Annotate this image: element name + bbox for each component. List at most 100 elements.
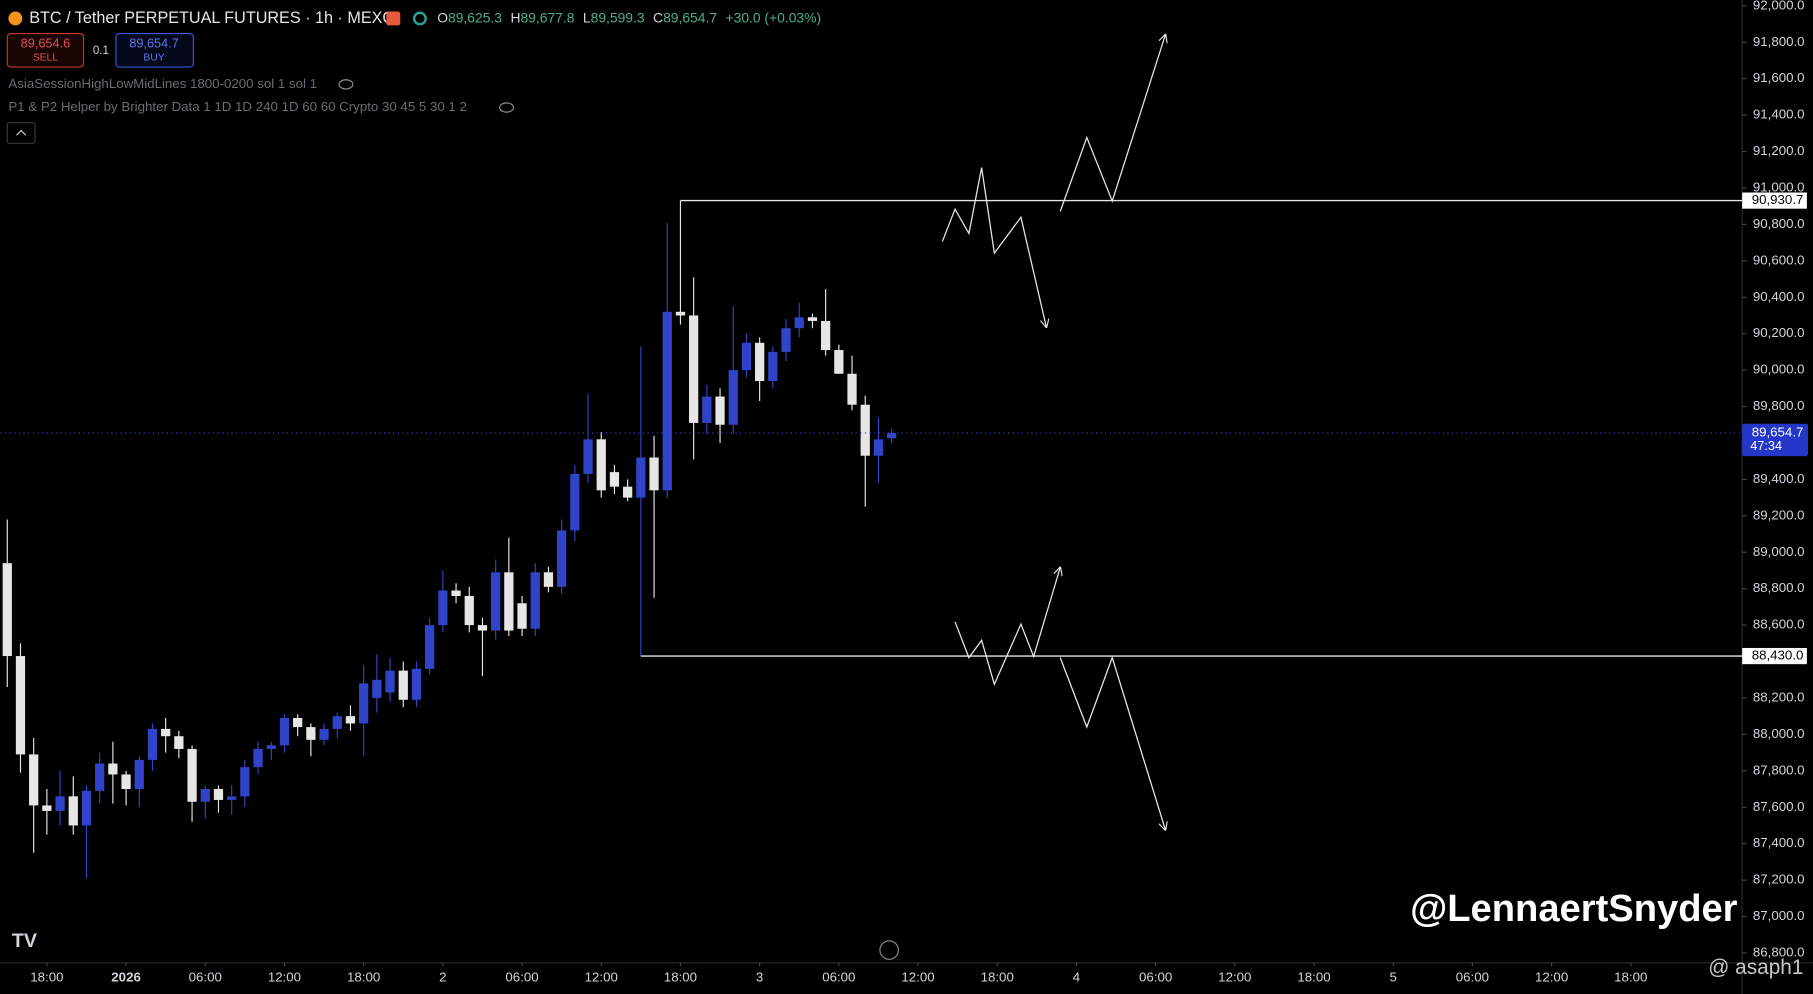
- projection-path: [954, 568, 1060, 687]
- candle-body: [794, 317, 804, 329]
- candle-body: [464, 595, 474, 626]
- visibility-icon[interactable]: [499, 102, 515, 113]
- y-tick-label: 91,200.0: [1753, 143, 1805, 158]
- candle-body: [266, 745, 276, 749]
- candle-body: [860, 404, 870, 456]
- candle-body: [438, 590, 448, 626]
- ohlc-key: L: [583, 9, 591, 25]
- candle-body: [29, 754, 39, 806]
- y-tick-label: 90,200.0: [1753, 325, 1805, 340]
- candle-body: [240, 767, 250, 797]
- buy-button[interactable]: [115, 32, 194, 68]
- candle-body: [675, 311, 686, 316]
- candle-body: [623, 486, 633, 498]
- sell-price: 89,654.6: [21, 35, 70, 50]
- level-label: 90,930.7: [1752, 192, 1804, 207]
- visibility-icon[interactable]: [338, 79, 354, 90]
- candle-body: [570, 473, 580, 531]
- ohlc-key: O: [437, 9, 448, 25]
- y-tick-label: 87,000.0: [1753, 908, 1805, 923]
- candle-body: [768, 351, 778, 382]
- x-tick-label: 18:00: [347, 969, 380, 984]
- level-label: 88,430.0: [1752, 648, 1804, 663]
- candle-body: [807, 317, 818, 321]
- footer-mark: @ asaph1: [1708, 956, 1803, 979]
- candle-body: [121, 774, 131, 790]
- candle-body: [147, 728, 158, 760]
- candle-body: [821, 320, 831, 351]
- ohlc-key: H: [510, 9, 520, 25]
- y-tick-label: 90,400.0: [1753, 289, 1805, 304]
- candle-body: [781, 328, 791, 352]
- candle-body: [319, 728, 329, 740]
- candle-body: [227, 796, 237, 800]
- symbol-title[interactable]: BTC / Tether PERPETUAL FUTURES · 1h · ME…: [29, 9, 394, 27]
- x-tick-label: 4: [1073, 969, 1080, 984]
- candle-body: [504, 572, 514, 631]
- candle-body: [557, 530, 567, 587]
- candle-body: [596, 439, 606, 491]
- candle-body: [609, 472, 620, 487]
- x-tick-label: 12:00: [585, 969, 618, 984]
- candle-body: [662, 311, 672, 491]
- candle-body: [134, 759, 144, 790]
- candle-body: [398, 670, 408, 700]
- x-tick-label: 5: [1390, 969, 1397, 984]
- status-dot: [412, 11, 427, 26]
- y-tick-label: 88,200.0: [1753, 689, 1805, 704]
- ohlc-legend: O89,625.3 H89,677.8 L89,599.3 C89,654.7 …: [437, 9, 821, 25]
- candle-body: [15, 656, 26, 755]
- candle-body: [95, 763, 105, 791]
- projection-path: [1059, 35, 1165, 212]
- ohlc-value: 89,677.8: [520, 9, 574, 25]
- y-tick-label: 87,200.0: [1753, 872, 1805, 887]
- candle-body: [728, 370, 738, 425]
- indicator-label[interactable]: AsiaSessionHighLowMidLines 1800-0200 sol…: [8, 76, 317, 91]
- candle-body: [689, 315, 699, 423]
- symbol-icon[interactable]: [8, 11, 23, 26]
- x-tick-label: 18:00: [981, 969, 1014, 984]
- sell-button[interactable]: [6, 32, 85, 68]
- x-tick-label: 06:00: [822, 969, 855, 984]
- candle-body: [411, 668, 422, 700]
- candle-body: [873, 439, 884, 456]
- candle-body: [477, 625, 488, 631]
- flag-icon[interactable]: [386, 11, 401, 26]
- collapse-button[interactable]: [6, 121, 36, 144]
- watermark: @LennaertSnyder: [1410, 887, 1738, 930]
- candle-body: [847, 373, 857, 405]
- candle-body: [649, 457, 659, 491]
- buy-label: BUY: [143, 53, 164, 64]
- sell-label: SELL: [33, 53, 59, 64]
- candle-body: [345, 716, 356, 724]
- candle-body: [715, 396, 725, 425]
- tv-logo[interactable]: TV: [12, 930, 37, 952]
- x-tick-label: 06:00: [1139, 969, 1172, 984]
- y-tick-label: 89,800.0: [1753, 398, 1805, 413]
- candle-body: [187, 748, 197, 802]
- x-tick-label: 2: [439, 969, 446, 984]
- x-tick-label: 18:00: [30, 969, 63, 984]
- ohlc-key: C: [653, 9, 663, 25]
- last-price-box: [1742, 423, 1809, 457]
- x-tick-label: 18:00: [1614, 969, 1647, 984]
- y-tick-label: 91,000.0: [1753, 179, 1805, 194]
- candle-body: [174, 736, 184, 749]
- candle-body: [583, 439, 593, 474]
- candle-body: [887, 433, 897, 439]
- y-tick-label: 90,600.0: [1753, 252, 1805, 267]
- x-tick-label: 06:00: [505, 969, 538, 984]
- replay-icon[interactable]: [879, 940, 899, 960]
- indicator-label[interactable]: P1 & P2 Helper by Brighter Data 1 1D 1D …: [8, 99, 466, 114]
- candle-body: [200, 789, 210, 802]
- ohlc-value: 89,654.7: [663, 9, 717, 25]
- y-tick-label: 89,400.0: [1753, 471, 1805, 486]
- ohlc-value: 89,625.3: [448, 9, 502, 25]
- x-tick-label: 18:00: [1297, 969, 1330, 984]
- candle-body: [451, 590, 461, 596]
- quantity[interactable]: 0.1: [93, 45, 109, 57]
